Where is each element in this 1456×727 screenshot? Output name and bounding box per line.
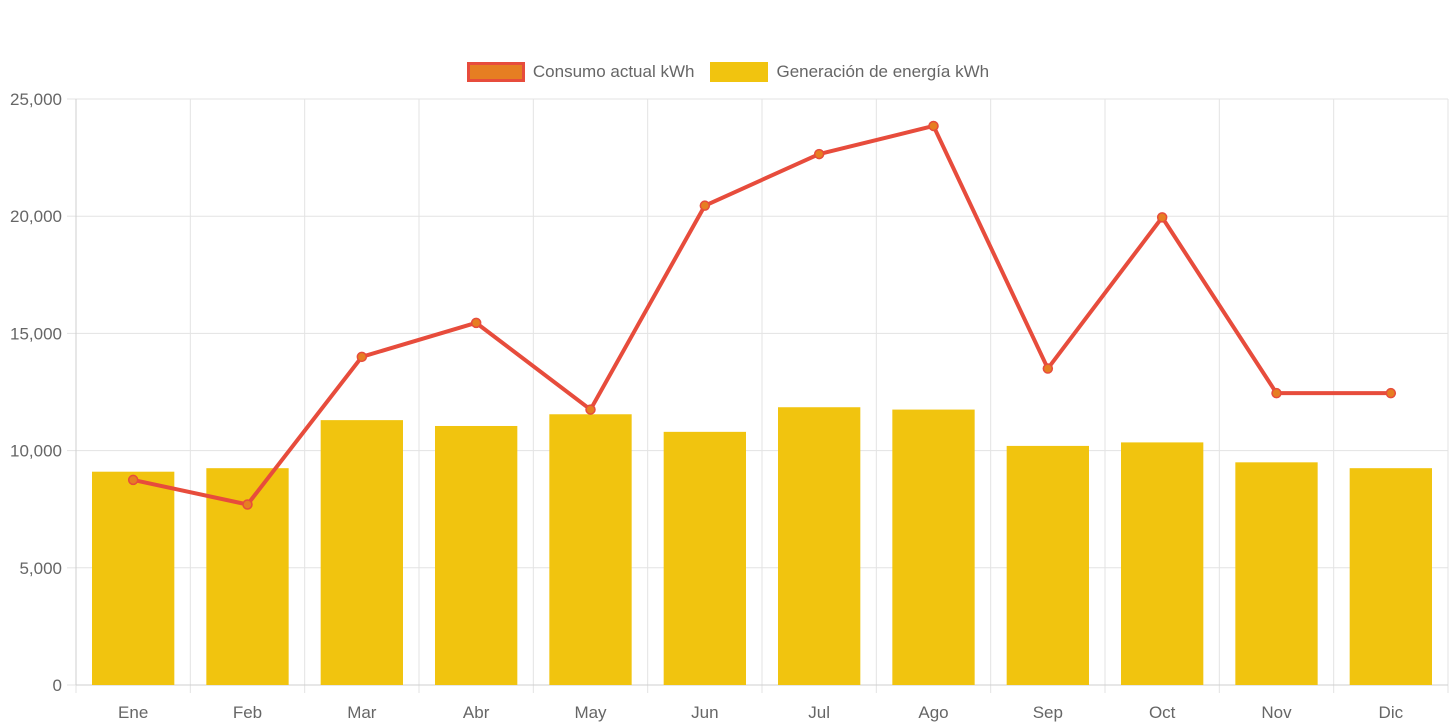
bar-generacion[interactable] xyxy=(92,471,175,685)
bar-generacion[interactable] xyxy=(435,425,518,685)
x-tick-label: Sep xyxy=(1033,703,1063,722)
bar-generacion[interactable] xyxy=(1121,442,1204,685)
x-tick-label: Feb xyxy=(233,703,262,722)
point-consumo[interactable] xyxy=(1156,212,1168,223)
bar-generacion[interactable] xyxy=(778,407,861,685)
point-consumo[interactable] xyxy=(1271,387,1282,399)
legend-item-consumo[interactable]: Consumo actual kWh xyxy=(466,62,695,82)
bar-generacion[interactable] xyxy=(320,420,403,685)
point-consumo[interactable] xyxy=(127,474,139,486)
y-tick-label: 25,000 xyxy=(10,90,62,109)
bar-generacion[interactable] xyxy=(1235,462,1318,685)
point-consumo[interactable] xyxy=(1042,363,1054,374)
x-tick-label: Jul xyxy=(808,703,830,722)
bar-generacion[interactable] xyxy=(549,414,632,685)
y-tick-label: 10,000 xyxy=(10,442,62,461)
legend-label-consumo: Consumo actual kWh xyxy=(532,62,695,81)
point-consumo[interactable] xyxy=(470,317,482,329)
x-tick-label: Nov xyxy=(1261,703,1292,722)
point-consumo[interactable] xyxy=(928,120,939,132)
bar-generacion[interactable] xyxy=(1349,468,1432,685)
point-consumo[interactable] xyxy=(356,351,368,363)
x-tick-label: Oct xyxy=(1149,703,1176,722)
legend: Consumo actual kWh Generación de energía… xyxy=(0,62,1456,82)
point-consumo[interactable] xyxy=(699,200,711,211)
x-tick-label: Jun xyxy=(691,703,718,722)
line-consumo xyxy=(132,123,1391,507)
x-tick-label: Ago xyxy=(918,703,948,722)
x-tick-label: Dic xyxy=(1379,703,1404,722)
legend-label-generacion: Generación de energía kWh xyxy=(776,62,990,81)
legend-item-generacion[interactable]: Generación de energía kWh xyxy=(710,62,989,82)
y-tick-label: 15,000 xyxy=(10,324,62,343)
x-tick-label: Mar xyxy=(347,703,377,722)
y-tick-label: 0 xyxy=(53,676,62,695)
bar-generacion[interactable] xyxy=(892,409,975,685)
bar-generacion[interactable] xyxy=(663,431,746,685)
point-consumo[interactable] xyxy=(242,499,253,510)
y-tick-label: 5,000 xyxy=(19,559,62,578)
bar-generacion[interactable] xyxy=(1006,445,1089,685)
point-consumo[interactable] xyxy=(585,404,596,415)
y-tick-label: 20,000 xyxy=(10,207,62,226)
legend-swatch-generacion xyxy=(710,62,769,82)
x-tick-label: Abr xyxy=(463,703,490,722)
legend-swatch-consumo xyxy=(466,62,525,82)
point-consumo[interactable] xyxy=(1385,387,1397,399)
point-consumo[interactable] xyxy=(813,148,825,160)
x-tick-label: May xyxy=(574,703,607,722)
x-tick-label: Ene xyxy=(118,703,148,722)
